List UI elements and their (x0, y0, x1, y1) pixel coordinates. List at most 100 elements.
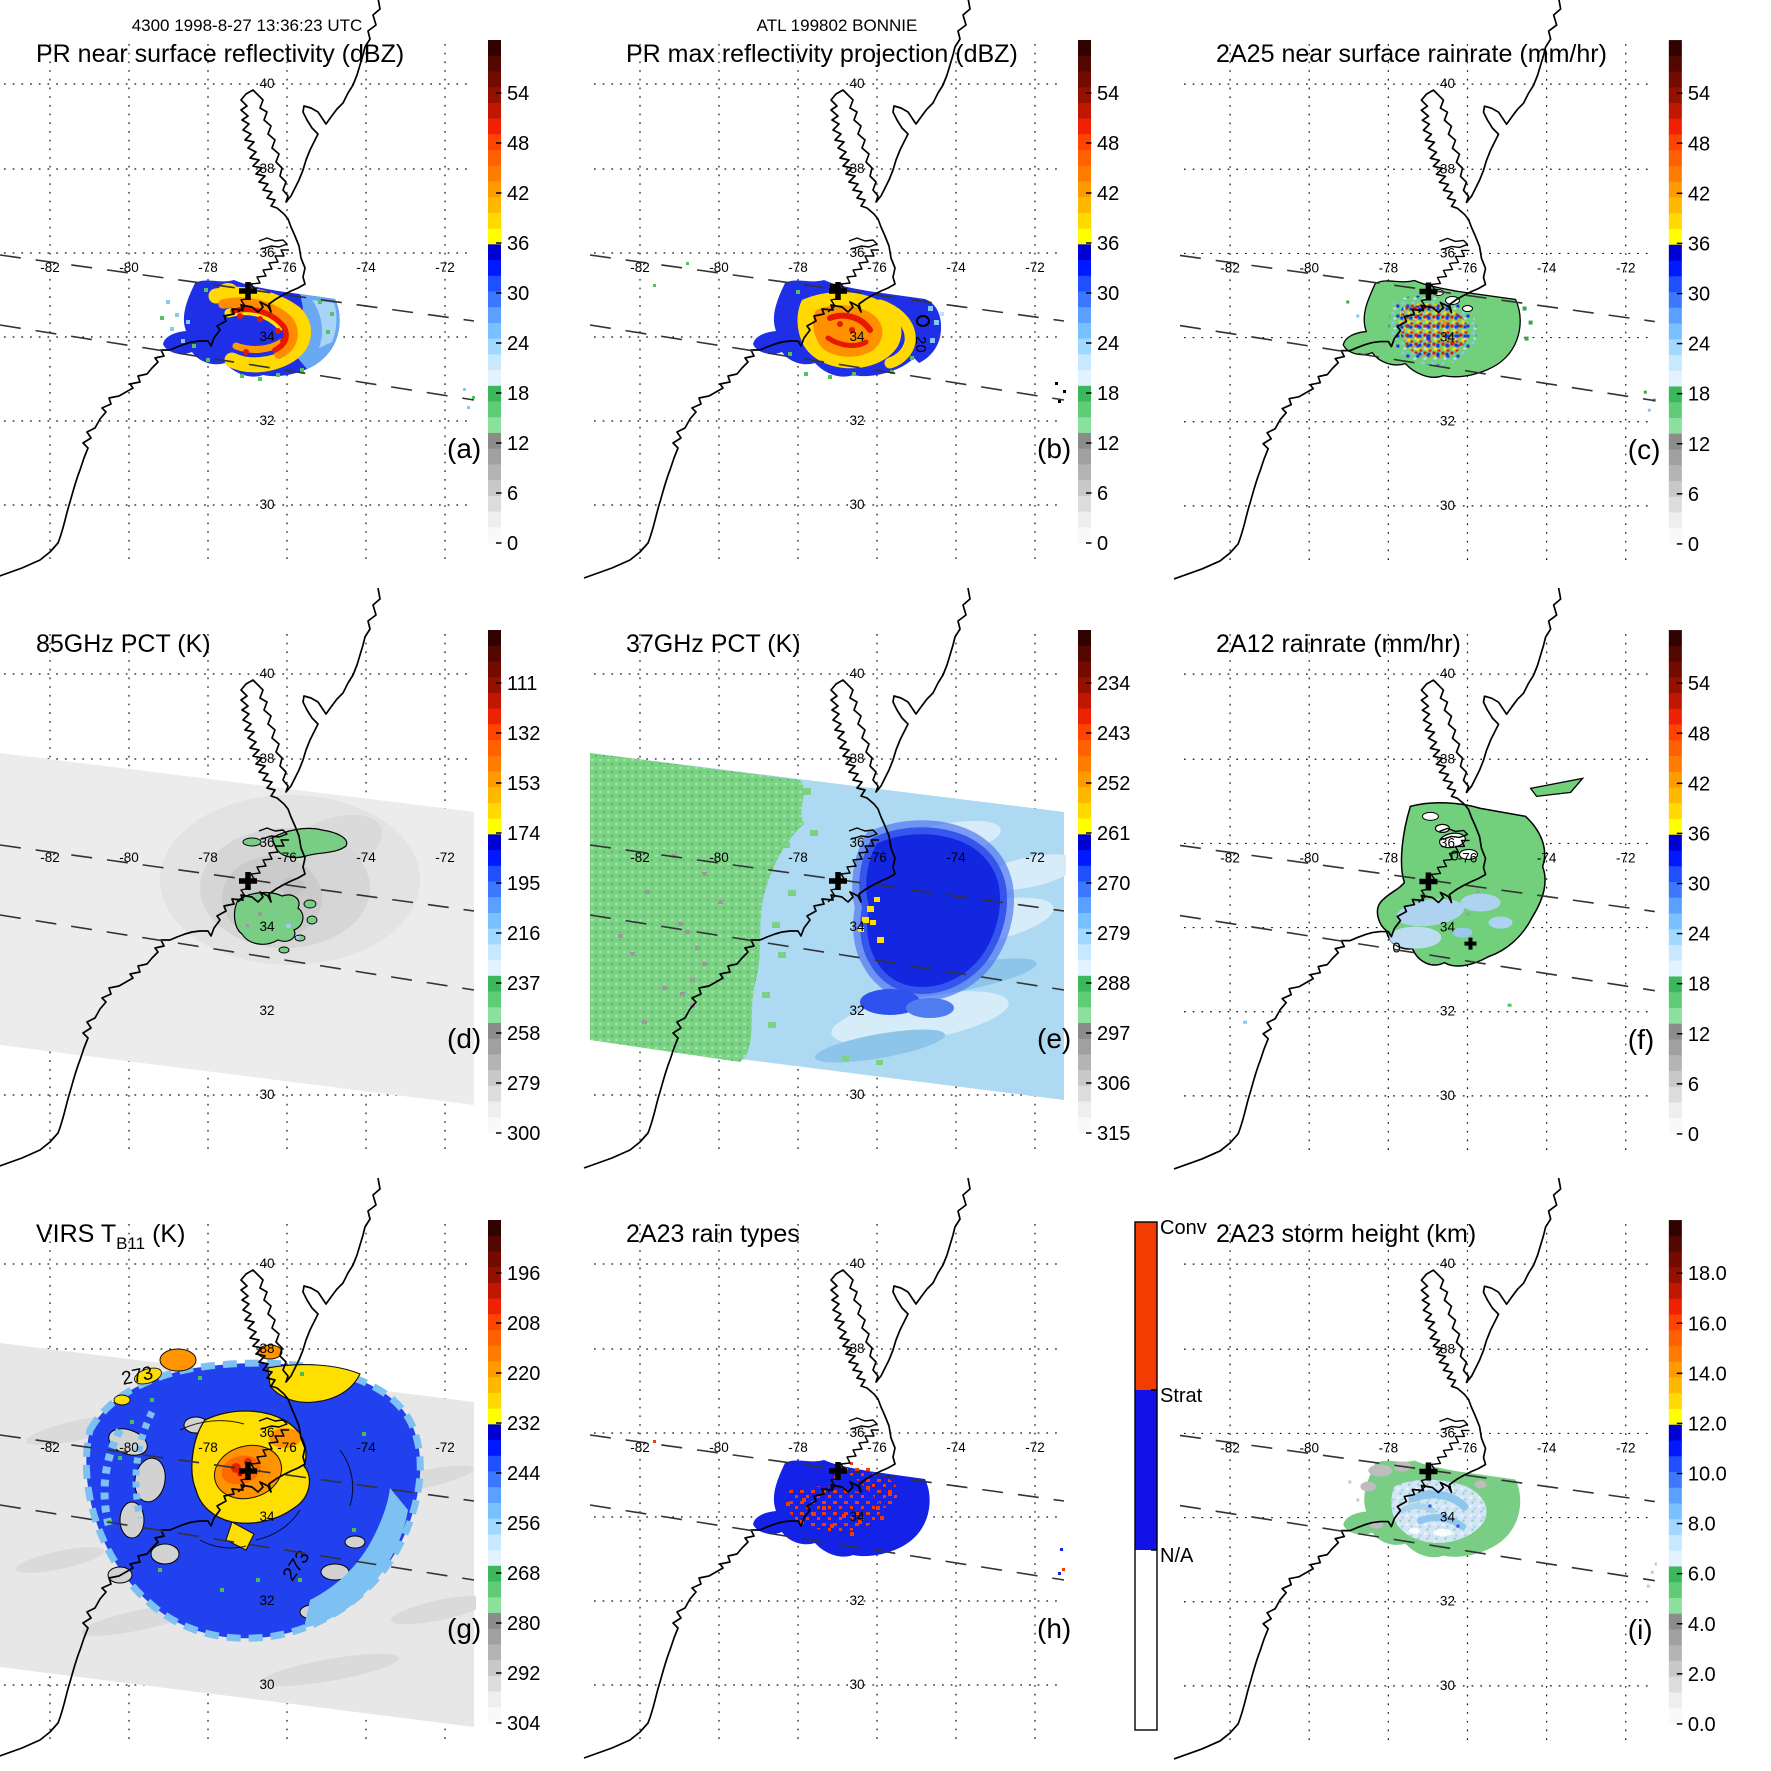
data-virs-tb11: 273 273 (0, 1343, 476, 1727)
panel-title: PR max reflectivity projection (dBZ) (626, 40, 1018, 68)
panel-letter: (c) (1628, 434, 1661, 465)
colorbar-tick-label: 280 (507, 1613, 540, 1635)
colorbar-tick-label: 111 (507, 673, 537, 695)
colorbar-tick-label: 4.0 (1688, 1614, 1716, 1636)
colorbar-tick-label: 24 (1097, 333, 1119, 355)
data-85ghz-pct (0, 753, 474, 1105)
colorbar-tick-label: 6.0 (1688, 1564, 1716, 1586)
colorbar-tick-label: 288 (1097, 973, 1130, 995)
colorbar-tick-label: 261 (1097, 823, 1130, 845)
colorbar-tick-label: 48 (1688, 133, 1710, 155)
colorbar-tick-label: 10.0 (1688, 1464, 1727, 1486)
colorbar-tick-label: 258 (507, 1023, 540, 1045)
raintype-label-na: N/A (1160, 1545, 1194, 1567)
colorbar-tick-label: 279 (1097, 923, 1130, 945)
colorbar-tick-label: 216 (507, 923, 540, 945)
colorbar-tick-label: 208 (507, 1313, 540, 1335)
panel-title: PR near surface reflectivity (dBZ) (36, 40, 404, 68)
colorbar-tick-label: 0 (1097, 533, 1108, 555)
panel-title: 2A25 near surface rainrate (mm/hr) (1216, 40, 1607, 68)
colorbar-tick-label: 8.0 (1688, 1514, 1716, 1536)
colorbar-tick-label: 292 (507, 1663, 540, 1685)
colorbar-tick-label: 12 (507, 433, 529, 455)
colorbar-tick-label: 279 (507, 1073, 540, 1095)
colorbar-tick-label: 12 (1688, 434, 1710, 456)
colorbar-tick-label: 36 (1097, 233, 1119, 255)
colorbar-tick-label: 232 (507, 1413, 540, 1435)
colorbar-tick-label: 42 (1688, 183, 1710, 205)
colorbar-tick-label: 243 (1097, 723, 1130, 745)
panel-a: 4300 1998-8-27 13:36:23 UTC PR near surf… (0, 0, 529, 579)
colorbar-tick-label: 304 (507, 1713, 540, 1735)
colorbar-ticks: 54 48 42 36 30 24 18 12 6 0 (1688, 673, 1710, 1146)
colorbar-tick-label: 12 (1097, 433, 1119, 455)
colorbar-tick-label: 234 (1097, 673, 1130, 695)
colorbar-tick-label: 270 (1097, 873, 1130, 895)
colorbar-tick-label: 297 (1097, 1023, 1130, 1045)
colorbar-tick-label: 36 (1688, 823, 1710, 845)
colorbar-tick-label: 42 (507, 183, 529, 205)
colorbar-tick-label: 196 (507, 1263, 540, 1285)
panel-title: 37GHz PCT (K) (626, 630, 801, 658)
colorbar-tick-label: 48 (1097, 133, 1119, 155)
panel-letter: (h) (1037, 1613, 1071, 1644)
colorbar-tick-label: 54 (1688, 83, 1710, 105)
colorbar-tick-label: 6 (507, 483, 518, 505)
colorbar-tick-label: 6 (1688, 1074, 1699, 1096)
overpass-header: 4300 1998-8-27 13:36:23 UTC (132, 16, 363, 35)
colorbar-tick-label: 24 (507, 333, 529, 355)
colorbar-tick-label: 268 (507, 1563, 540, 1585)
colorbar-tick-label: 12.0 (1688, 1413, 1727, 1435)
colorbar-tick-label: 18.0 (1688, 1263, 1727, 1285)
panel-letter: (g) (447, 1613, 481, 1644)
colorbar-tick-label: 2.0 (1688, 1664, 1716, 1686)
panel-e: 37GHz PCT (K) (e) 234 243 252 261 270 279 288 2… (583, 587, 1130, 1169)
contour-label-0: 0 (1392, 940, 1400, 957)
data-2a23-stormheight (1343, 1460, 1657, 1588)
panel-letter: (f) (1628, 1024, 1654, 1055)
panel-g: 273 273 VIRS TB11 (K) (g) 196 208 220 232 24… (0, 1177, 540, 1759)
colorbar-tick-label: 54 (1688, 673, 1710, 695)
colorbar-tick-label: 300 (507, 1123, 540, 1145)
colorbar-tick-label: 18 (1097, 383, 1119, 405)
colorbar-tick-label: 6 (1097, 483, 1108, 505)
panel-letter: (a) (447, 433, 481, 464)
panel-f: 0 0 2A12 rainrate (mm/hr) (f) 54 48 42 36 30… (1173, 587, 1710, 1170)
colorbar-tick-label: 195 (507, 873, 540, 895)
colorbar-tick-label: 16.0 (1688, 1313, 1727, 1335)
colorbar-tick-label: 315 (1097, 1123, 1130, 1145)
panel-title: 2A23 storm height (km) (1216, 1220, 1476, 1248)
colorbar-tick-label: 24 (1688, 334, 1710, 356)
panel-letter: (i) (1628, 1614, 1653, 1645)
colorbar-tick-label: 12 (1688, 1024, 1710, 1046)
colorbar-ticks: 111 132 153 174 195 216 237 258 279 300 (507, 673, 540, 1145)
colorbar-tick-label: 18 (507, 383, 529, 405)
panel-i: 2A23 storm height (km) (i) 18.0 16.0 14.0 1… (1173, 1177, 1727, 1760)
colorbar-tick-label: 237 (507, 973, 540, 995)
colorbar-tick-label: 256 (507, 1513, 540, 1535)
data-2a12-rainrate: 0 0 (1243, 777, 1585, 1024)
colorbar-ticks: 18.0 16.0 14.0 12.0 10.0 8.0 6.0 4.0 2.0 0.0 (1688, 1263, 1727, 1736)
colorbar-tick-label: 14.0 (1688, 1363, 1727, 1385)
colorbar-tick-label: 48 (507, 133, 529, 155)
data-37ghz-pct (590, 753, 1066, 1100)
colorbar-tick-label: 30 (1097, 283, 1119, 305)
colorbar-tick-label: 48 (1688, 723, 1710, 745)
colorbar-tick-label: 220 (507, 1363, 540, 1385)
colorbar-ticks: 196 208 220 232 244 256 268 280 292 304 (507, 1263, 540, 1735)
colorbar-tick-label: 6 (1688, 484, 1699, 506)
panel-b: 20 ATL 199802 BONNIE PR max reflectivity… (583, 0, 1119, 579)
colorbar-tick-label: 36 (507, 233, 529, 255)
storm-header: ATL 199802 BONNIE (757, 16, 918, 35)
colorbar-tick-label: 174 (507, 823, 540, 845)
colorbar-tick-label: 18 (1688, 974, 1710, 996)
colorbar-tick-label: 306 (1097, 1073, 1130, 1095)
colorbar-tick-label: 0 (1688, 1124, 1699, 1146)
colorbar-tick-label: 18 (1688, 384, 1710, 406)
colorbar-tick-label: 252 (1097, 773, 1130, 795)
panel-letter: (e) (1037, 1023, 1071, 1054)
panel-title: 2A12 rainrate (mm/hr) (1216, 630, 1461, 658)
colorbar-tick-label: 244 (507, 1463, 540, 1485)
contour-label-20: 20 (912, 336, 929, 353)
